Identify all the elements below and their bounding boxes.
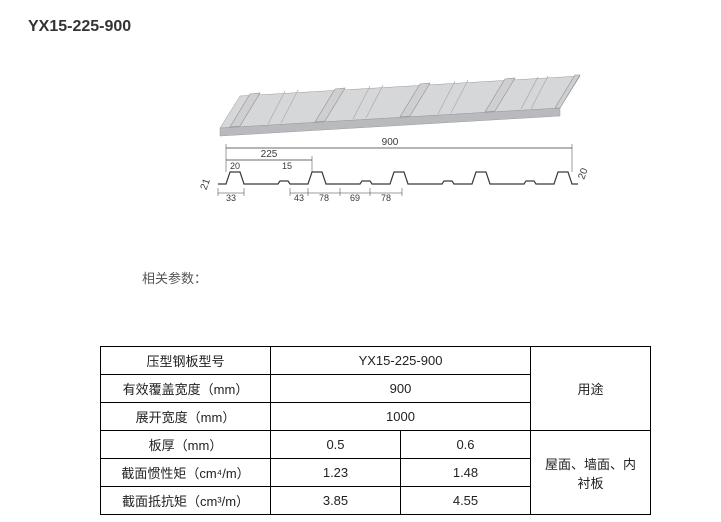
dim-900: 900: [382, 137, 399, 148]
dim-69: 69: [350, 193, 360, 203]
dim-20: 20: [230, 161, 240, 171]
dim-78b: 78: [381, 193, 391, 203]
cell-unfold-label: 展开宽度（mm）: [101, 403, 271, 431]
cell-thickness-v1: 0.5: [271, 431, 401, 459]
cell-section-label: 截面抵抗矩（cm³/m）: [101, 487, 271, 515]
dim-15: 15: [282, 161, 292, 171]
dim-33: 33: [226, 193, 236, 203]
panel-3d: [220, 75, 580, 136]
cell-inertia-v2: 1.48: [401, 459, 531, 487]
cell-thickness-label: 板厚（mm）: [101, 431, 271, 459]
params-label: 相关参数：: [142, 268, 207, 287]
dim-43: 43: [294, 193, 304, 203]
table-row: 压型钢板型号 YX15-225-900 用途: [101, 347, 651, 375]
spec-table: 压型钢板型号 YX15-225-900 用途 有效覆盖宽度（mm） 900 展开…: [100, 346, 651, 515]
profile-diagram: 900 225 20 15 21 20 33 43 78 69 78: [180, 38, 600, 198]
cell-model-label: 压型钢板型号: [101, 347, 271, 375]
dim-78a: 78: [319, 193, 329, 203]
cell-usage-text: 屋面、墙面、内衬板: [531, 431, 651, 515]
cell-section-v2: 4.55: [401, 487, 531, 515]
dim-21: 21: [199, 177, 213, 192]
table-row: 板厚（mm） 0.5 0.6 屋面、墙面、内衬板: [101, 431, 651, 459]
cell-model-value: YX15-225-900: [271, 347, 531, 375]
dim-20r: 20: [576, 166, 590, 181]
cell-cover-value: 900: [271, 375, 531, 403]
cell-unfold-value: 1000: [271, 403, 531, 431]
cell-thickness-v2: 0.6: [401, 431, 531, 459]
cell-section-v1: 3.85: [271, 487, 401, 515]
cross-section: [218, 172, 578, 184]
cell-cover-label: 有效覆盖宽度（mm）: [101, 375, 271, 403]
cell-inertia-v1: 1.23: [271, 459, 401, 487]
cell-usage-header: 用途: [531, 347, 651, 431]
product-title: YX15-225-900: [28, 18, 131, 36]
dim-225: 225: [261, 149, 278, 160]
cell-inertia-label: 截面惯性矩（cm⁴/m）: [101, 459, 271, 487]
dimensions: 900 225 20 15 21 20 33 43 78 69 78: [199, 137, 591, 203]
